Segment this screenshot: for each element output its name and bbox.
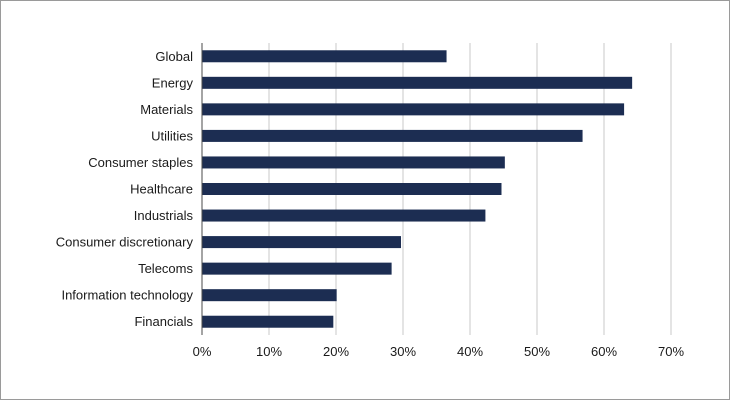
bar	[202, 209, 486, 222]
category-labels: Global Energy Materials Utilities Consumer s…	[56, 49, 194, 329]
x-tick-label: 40%	[457, 344, 483, 359]
category-label: Healthcare	[130, 182, 193, 197]
x-tick-label: 10%	[256, 344, 282, 359]
category-label: Telecoms	[138, 261, 193, 276]
bar	[202, 156, 505, 169]
bar	[202, 103, 625, 116]
x-tick-labels: 0% 10% 20% 30% 40% 50% 60% 70%	[193, 344, 685, 359]
category-label: Information technology	[61, 288, 193, 303]
bar	[202, 129, 583, 142]
category-label: Global	[155, 49, 193, 64]
category-label: Consumer staples	[88, 155, 193, 170]
category-label: Financials	[134, 314, 193, 329]
bar	[202, 76, 633, 89]
bar	[202, 50, 447, 63]
category-label: Materials	[140, 102, 193, 117]
x-tick-label: 20%	[323, 344, 349, 359]
category-label: Energy	[152, 75, 194, 90]
x-tick-label: 60%	[591, 344, 617, 359]
category-label: Utilities	[151, 128, 193, 143]
x-tick-label: 30%	[390, 344, 416, 359]
bar	[202, 183, 502, 195]
bar	[202, 262, 392, 275]
bar	[202, 289, 337, 302]
category-label: Consumer discretionary	[56, 235, 194, 250]
x-tick-label: 70%	[658, 344, 684, 359]
bar	[202, 315, 334, 328]
category-label: Industrials	[134, 208, 194, 223]
bar	[202, 236, 401, 249]
x-tick-label: 50%	[524, 344, 550, 359]
bars	[202, 50, 633, 328]
x-tick-label: 0%	[193, 344, 212, 359]
